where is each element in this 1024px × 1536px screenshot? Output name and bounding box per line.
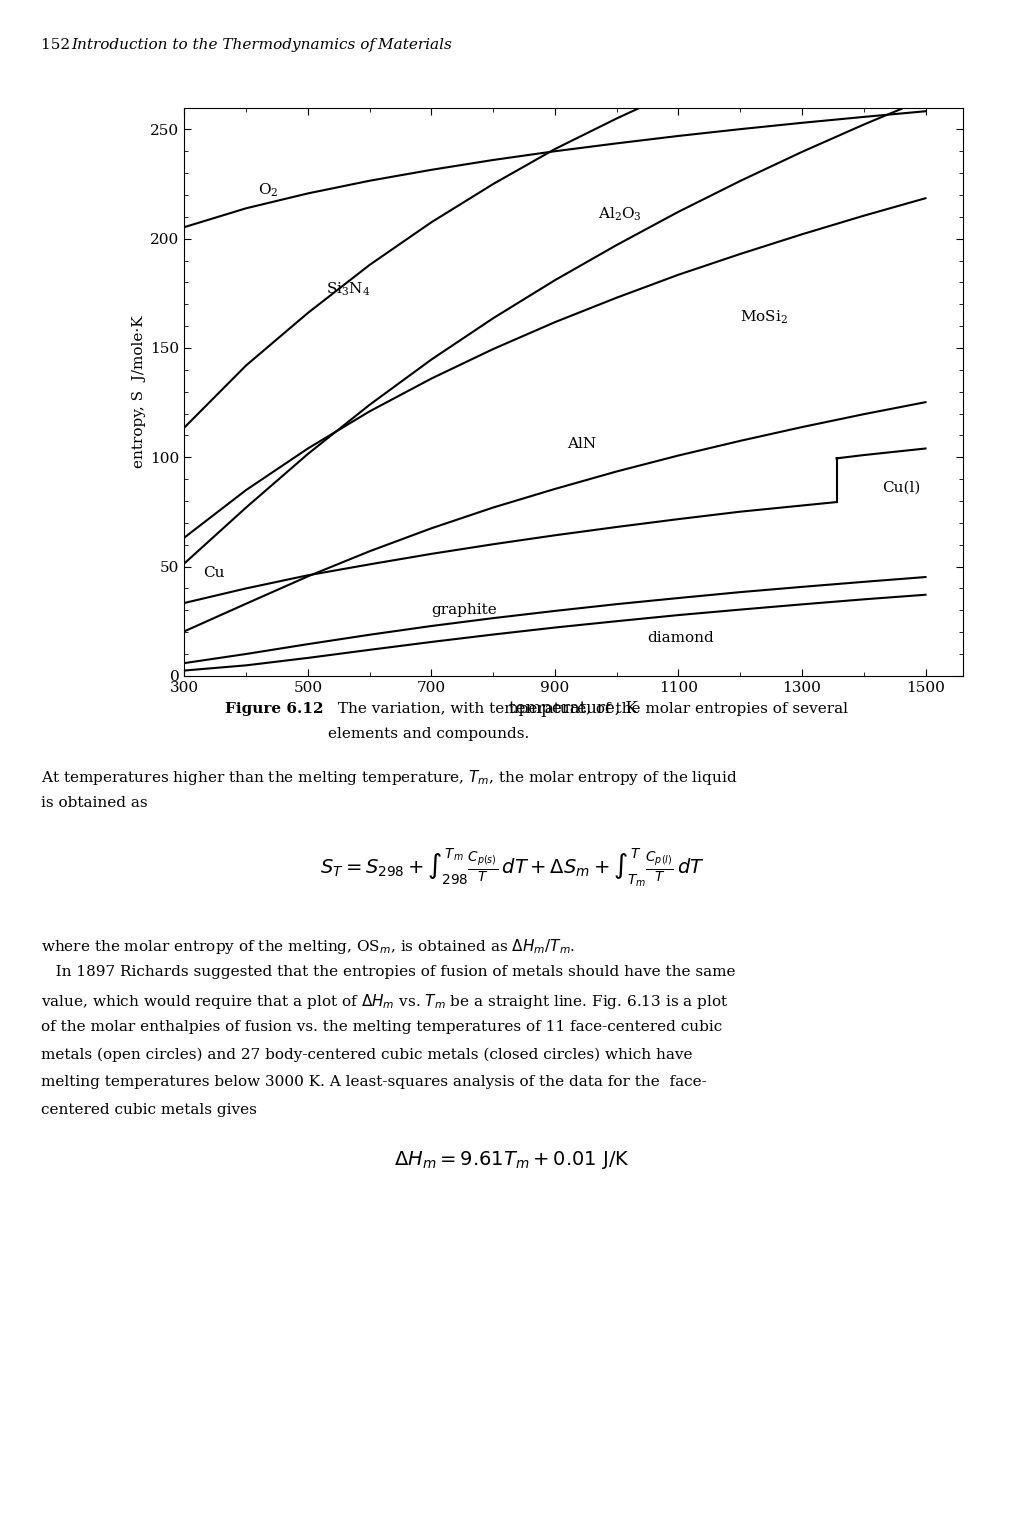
X-axis label: temperature, K: temperature, K — [509, 700, 638, 717]
Text: $\mathregular{Al_2O_3}$: $\mathregular{Al_2O_3}$ — [598, 206, 642, 223]
Text: $\Delta H_m = 9.61 T_m + 0.01\ \mathrm{J/K}$: $\Delta H_m = 9.61 T_m + 0.01\ \mathrm{J… — [394, 1149, 630, 1170]
Text: centered cubic metals gives: centered cubic metals gives — [41, 1103, 257, 1117]
Text: elements and compounds.: elements and compounds. — [328, 727, 529, 740]
Text: melting temperatures below 3000 K. A least-squares analysis of the data for the : melting temperatures below 3000 K. A lea… — [41, 1075, 707, 1089]
Text: Figure 6.12: Figure 6.12 — [225, 702, 324, 716]
Text: of the molar enthalpies of fusion vs. the melting temperatures of 11 face-center: of the molar enthalpies of fusion vs. th… — [41, 1020, 722, 1034]
Text: value, which would require that a plot of $\Delta H_m$ vs. $T_m$ be a straight l: value, which would require that a plot o… — [41, 992, 728, 1011]
Text: metals (open circles) and 27 body-centered cubic metals (closed circles) which h: metals (open circles) and 27 body-center… — [41, 1048, 692, 1061]
Text: Introduction to the Thermodynamics of Materials: Introduction to the Thermodynamics of Ma… — [72, 38, 453, 52]
Text: $\mathregular{O_2}$: $\mathregular{O_2}$ — [258, 181, 279, 200]
Text: $S_T = S_{298} + \int_{298}^{T_m} \frac{C_{p(s)}}{T}\, dT + \Delta S_m + \int_{T: $S_T = S_{298} + \int_{298}^{T_m} \frac{… — [319, 846, 705, 889]
Text: is obtained as: is obtained as — [41, 796, 147, 809]
Text: 152: 152 — [41, 38, 75, 52]
Text: The variation, with temperature, of the molar entropies of several: The variation, with temperature, of the … — [333, 702, 848, 716]
Text: AlN: AlN — [567, 436, 596, 450]
Text: diamond: diamond — [647, 631, 715, 645]
Text: In 1897 Richards suggested that the entropies of fusion of metals should have th: In 1897 Richards suggested that the entr… — [41, 965, 735, 978]
Y-axis label: entropy, S  J/mole·K: entropy, S J/mole·K — [132, 315, 146, 468]
Text: $\mathregular{MoSi_2}$: $\mathregular{MoSi_2}$ — [740, 309, 788, 326]
Text: $\mathregular{Si_3N_4}$: $\mathregular{Si_3N_4}$ — [327, 280, 371, 298]
Text: where the molar entropy of the melting, OS$_m$, is obtained as $\Delta H_m/T_m$.: where the molar entropy of the melting, … — [41, 937, 575, 955]
Text: graphite: graphite — [431, 602, 497, 617]
Text: Cu(l): Cu(l) — [883, 481, 921, 495]
Text: Cu: Cu — [203, 565, 224, 579]
Text: At temperatures higher than the melting temperature, $T_m$, the molar entropy of: At temperatures higher than the melting … — [41, 768, 737, 786]
